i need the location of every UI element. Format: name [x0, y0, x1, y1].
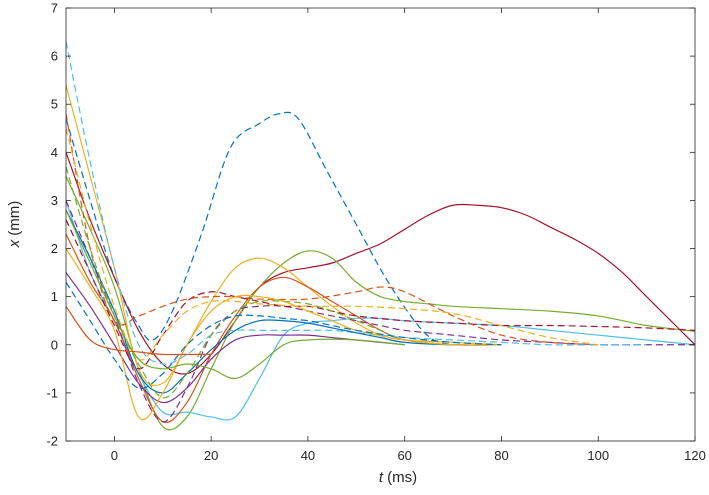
y-axis-var: x — [6, 239, 23, 248]
tick-layer: 0 20 40 60 80 100 120 -2 -1 0 1 2 3 4 5 6 7 — [46, 1, 705, 464]
y-axis-unit: (mm) — [6, 201, 23, 236]
series-line-13 — [66, 209, 502, 394]
y-tick-label: 4 — [51, 145, 58, 160]
series-line-17 — [66, 209, 405, 380]
plot-frame — [65, 7, 696, 442]
y-tick-label: 5 — [51, 97, 58, 112]
y-tick-label: 0 — [51, 337, 58, 352]
x-tick-label: 20 — [204, 448, 218, 463]
x-axis-unit: (ms) — [387, 469, 417, 486]
x-tick-label: 0 — [111, 448, 118, 463]
series-line-11 — [66, 41, 647, 365]
y-tick-label: 6 — [51, 49, 58, 64]
x-tick-label: 60 — [397, 448, 411, 463]
x-axis-var: t — [379, 469, 384, 486]
y-tick-label: 7 — [51, 1, 58, 16]
y-tick-label: 1 — [51, 289, 58, 304]
x-axis-label: t (ms) — [379, 469, 417, 486]
series-line-2 — [66, 152, 695, 375]
y-tick-label: 3 — [51, 193, 58, 208]
series-line-16 — [66, 281, 502, 390]
y-axis-label: x (mm) — [6, 201, 23, 248]
series-line-3 — [66, 176, 695, 431]
y-tick-label: -1 — [46, 385, 58, 400]
x-tick-label: 120 — [684, 448, 706, 463]
series-line-15 — [66, 248, 502, 420]
series-line-10 — [66, 113, 599, 346]
series-line-14 — [66, 166, 502, 399]
series-layer — [66, 41, 695, 431]
x-tick-label: 80 — [494, 448, 508, 463]
y-tick-label: 2 — [51, 241, 58, 256]
x-tick-label: 100 — [587, 448, 609, 463]
x-tick-label: 40 — [301, 448, 315, 463]
y-tick-label: -2 — [46, 434, 58, 449]
series-line-12 — [66, 128, 599, 361]
series-line-18 — [66, 305, 212, 356]
plot-background — [66, 8, 695, 441]
